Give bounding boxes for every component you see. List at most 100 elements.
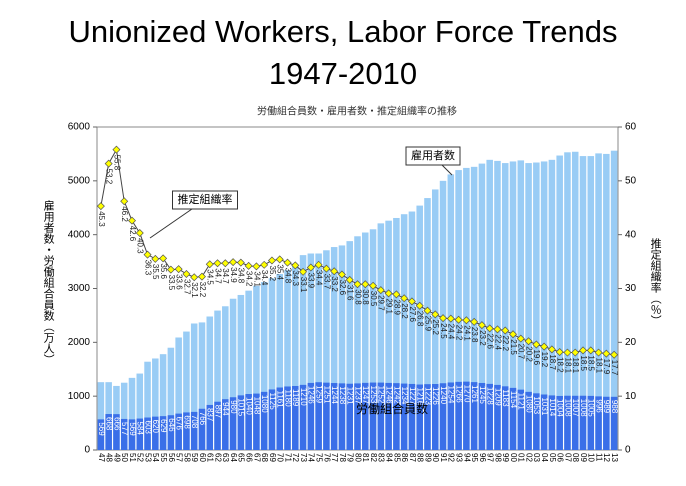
rate-value-label: 42.6	[128, 226, 137, 242]
bar	[237, 294, 245, 450]
bar	[501, 386, 509, 450]
x-tick-label: 06	[556, 453, 565, 462]
bar	[292, 385, 299, 450]
x-tick-label: 48	[105, 453, 114, 462]
bar	[501, 163, 509, 450]
rate-marker	[166, 265, 175, 274]
bar-value-label: 1080	[260, 395, 269, 413]
bar	[113, 414, 120, 450]
y2-tick-label: 50	[625, 175, 637, 186]
rate-marker	[376, 286, 385, 295]
bar-value-label: 1004	[556, 399, 565, 417]
rate-value-label: 35.2	[268, 266, 277, 282]
x-tick-label: 64	[229, 453, 238, 462]
bar	[486, 159, 493, 451]
rate-value-label: 55.8	[112, 155, 121, 171]
y-tick-label: 3000	[68, 283, 91, 294]
x-tick-label: 01	[517, 453, 526, 462]
bar	[97, 419, 105, 450]
x-tick-label: 47	[97, 453, 106, 462]
y2-tick-label: 40	[625, 229, 637, 240]
rate-marker	[353, 280, 362, 289]
bar	[455, 381, 462, 450]
rate-value-label: 23.8	[470, 327, 479, 343]
bar	[237, 395, 245, 450]
bar	[198, 408, 206, 450]
rate-value-label: 34.7	[213, 268, 222, 284]
bar-value-label: 1228	[486, 387, 495, 405]
bar-value-label: 1005	[587, 399, 596, 417]
bar	[377, 382, 385, 450]
bar-value-label: 1048	[252, 397, 261, 415]
x-tick-label: 72	[291, 453, 300, 462]
bar	[400, 383, 408, 450]
x-tick-label: 08	[571, 453, 580, 462]
x-tick-label: 91	[439, 453, 448, 462]
bar	[494, 160, 501, 451]
callout-box	[405, 146, 461, 166]
bar	[548, 159, 556, 451]
rate-value-label: 28.2	[400, 303, 409, 319]
rate-value-label: 24.1	[462, 325, 471, 341]
x-tick-label: 85	[392, 453, 401, 462]
rate-marker	[244, 261, 253, 270]
bar-value-label: 666	[112, 417, 121, 431]
x-tick-label: 57	[175, 453, 184, 462]
x-tick-label: 84	[384, 453, 393, 462]
bar	[214, 401, 221, 450]
x-tick-label: 51	[128, 453, 137, 462]
y-tick-label: 2000	[68, 337, 91, 348]
bar-value-label: 1261	[470, 385, 479, 403]
bar	[610, 150, 618, 451]
x-tick-label: 12	[602, 453, 611, 462]
x-tick-label: 55	[159, 453, 168, 462]
rate-value-label: 35.6	[159, 263, 168, 279]
rate-value-label: 34.8	[237, 268, 246, 284]
rate-marker	[407, 297, 416, 306]
bar	[144, 417, 151, 450]
rate-marker	[547, 345, 556, 354]
bar	[276, 273, 284, 450]
bar	[253, 285, 260, 450]
rate-value-label: 19.6	[532, 349, 541, 365]
rate-value-label: 29.1	[384, 298, 393, 314]
bar	[190, 323, 198, 450]
bar	[159, 354, 167, 450]
rate-marker	[602, 349, 611, 358]
bar	[540, 394, 548, 450]
bar-value-label: 584	[136, 422, 145, 436]
rate-value-label: 34.8	[283, 268, 292, 284]
bar	[478, 382, 486, 450]
rate-marker	[516, 334, 525, 343]
bar-value-label: 1253	[369, 386, 378, 404]
bar-value-label: 1008	[563, 399, 572, 417]
rate-marker	[431, 310, 440, 319]
bar	[284, 270, 291, 450]
bar	[183, 412, 190, 450]
bar	[338, 245, 346, 450]
bar	[369, 229, 377, 450]
rate-marker	[594, 348, 603, 357]
bar	[245, 394, 252, 450]
rate-value-label: 18.5	[579, 355, 588, 371]
bar	[463, 381, 470, 450]
x-tick-label: 82	[369, 453, 378, 462]
bar	[175, 337, 182, 450]
bar-value-label: 1231	[346, 387, 355, 405]
rate-marker	[213, 259, 222, 268]
bar-value-label: 996	[594, 399, 603, 413]
rate-value-label: 17.7	[610, 360, 619, 376]
y-tick-label: 1000	[68, 391, 91, 402]
series-label: 雇用者数	[411, 148, 455, 162]
bar	[587, 156, 595, 450]
bar	[603, 396, 610, 450]
y-tick-label: 6000	[68, 122, 91, 133]
y-tick-label: 0	[84, 445, 90, 456]
y2-tick-label: 60	[625, 122, 637, 133]
rate-marker	[555, 348, 564, 357]
rate-value-label: 32.1	[190, 282, 199, 298]
rate-value-label: 35.5	[151, 264, 160, 280]
bar	[470, 166, 478, 450]
rate-marker	[120, 197, 129, 206]
chart-title: Unionized Workers, Labor Force Trends	[68, 14, 617, 49]
